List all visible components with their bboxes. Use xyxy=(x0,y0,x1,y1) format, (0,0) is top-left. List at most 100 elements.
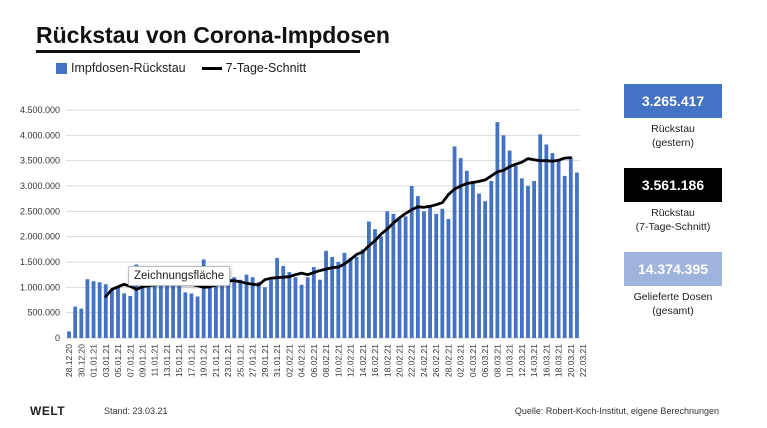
bar xyxy=(366,221,371,338)
x-tick-label: 11.01.21 xyxy=(150,344,160,377)
bar xyxy=(238,279,243,338)
bar xyxy=(281,266,286,338)
title-underline xyxy=(36,50,360,53)
x-tick-label: 22.02.21 xyxy=(407,344,417,377)
bar xyxy=(360,249,365,338)
kpi-backlog-7day-value: 3.561.186 xyxy=(624,168,722,202)
y-tick-label: 2.500.000 xyxy=(20,206,60,216)
x-tick-label: 22.03.21 xyxy=(578,344,588,377)
kpi-backlog-7day-label-text: Rückstau (7-Tage-Schnitt) xyxy=(635,207,711,233)
bar xyxy=(195,296,200,338)
x-tick-label: 05.01.21 xyxy=(113,344,123,377)
bar xyxy=(483,201,488,338)
x-tick-label: 28.12.20 xyxy=(64,344,74,377)
bar xyxy=(354,256,359,338)
bar xyxy=(428,206,432,338)
x-tick-label: 25.01.21 xyxy=(235,344,245,377)
bar xyxy=(183,292,188,338)
y-tick-label: 1.500.000 xyxy=(20,257,60,267)
bar xyxy=(446,218,451,338)
bar xyxy=(171,282,175,338)
bar xyxy=(379,236,384,338)
bar xyxy=(471,180,475,338)
x-tick-label: 18.03.21 xyxy=(554,344,564,377)
legend-line-label: 7-Tage-Schnitt xyxy=(225,61,307,75)
x-tick-label: 21.01.21 xyxy=(211,344,221,377)
bar xyxy=(532,180,537,338)
kpi-delivered-doses-label: Gelieferte Dosen (gesamt) xyxy=(600,290,746,318)
x-tick-label: 07.01.21 xyxy=(125,344,135,377)
kpi-delivered-doses-label-text: Gelieferte Dosen (gesamt) xyxy=(633,291,713,317)
bar xyxy=(507,150,512,338)
kpi-backlog-yesterday-value: 3.265.417 xyxy=(624,84,722,118)
bar xyxy=(311,267,316,338)
bar xyxy=(373,229,377,338)
bar xyxy=(244,274,249,338)
x-tick-label: 16.02.21 xyxy=(370,344,380,377)
x-tick-label: 06.03.21 xyxy=(480,344,490,377)
bar xyxy=(342,252,347,338)
bar xyxy=(207,269,212,338)
footer-source: Quelle: Robert-Koch-Institut, eigene Ber… xyxy=(514,406,719,416)
x-tick-label: 06.02.21 xyxy=(309,344,319,377)
x-tick-label: 15.01.21 xyxy=(174,344,184,377)
bar xyxy=(519,178,524,338)
bar xyxy=(109,289,114,338)
bar xyxy=(330,256,335,338)
welt-logo: WELT xyxy=(30,404,66,418)
x-tick-label: 26.02.21 xyxy=(431,344,441,377)
x-tick-label: 20.03.21 xyxy=(566,344,576,377)
bar xyxy=(409,186,414,338)
bar xyxy=(434,213,439,338)
bar xyxy=(269,279,273,338)
x-tick-label: 28.02.21 xyxy=(443,344,453,377)
bar xyxy=(293,277,298,338)
bar xyxy=(287,272,292,338)
bar xyxy=(422,211,426,338)
bar xyxy=(550,153,555,338)
chart-title: Rückstau von Corona-Impdosen xyxy=(36,22,390,48)
bar xyxy=(128,295,133,338)
x-tick-label: 08.03.21 xyxy=(492,344,502,377)
bar xyxy=(250,277,255,338)
bar xyxy=(464,170,469,338)
bar xyxy=(97,282,102,338)
x-tick-label: 14.03.21 xyxy=(529,344,539,377)
bar xyxy=(152,277,157,338)
bar xyxy=(146,279,151,338)
x-tick-label: 08.02.21 xyxy=(321,344,331,377)
bar xyxy=(477,193,481,338)
x-tick-label: 29.01.21 xyxy=(260,344,270,377)
x-tick-label: 19.01.21 xyxy=(199,344,209,377)
bar xyxy=(575,172,579,338)
bar xyxy=(85,279,90,338)
bar xyxy=(403,216,408,338)
bar xyxy=(214,272,218,338)
x-tick-label: 04.02.21 xyxy=(297,344,307,377)
bar xyxy=(385,211,390,338)
bar xyxy=(501,135,506,338)
x-tick-label: 04.03.21 xyxy=(468,344,478,377)
bar xyxy=(538,134,543,338)
x-tick-label: 31.01.21 xyxy=(272,344,282,377)
kpi-delivered-doses-value: 14.374.395 xyxy=(624,252,722,286)
y-tick-label: 4.000.000 xyxy=(20,130,60,140)
x-tick-label: 14.02.21 xyxy=(358,344,368,377)
bar xyxy=(348,257,353,338)
bar xyxy=(513,165,518,338)
y-tick-label: 3.000.000 xyxy=(20,181,60,191)
bar xyxy=(452,146,457,338)
kpi-backlog-7day-label: Rückstau (7-Tage-Schnitt) xyxy=(600,206,746,234)
x-tick-label: 30.12.20 xyxy=(76,344,86,377)
bar xyxy=(134,264,139,338)
legend-bar-swatch xyxy=(56,62,67,74)
x-tick-label: 23.01.21 xyxy=(223,344,233,377)
bar xyxy=(391,213,396,338)
bar xyxy=(165,284,169,338)
bar xyxy=(103,284,108,338)
x-tick-label: 09.01.21 xyxy=(137,344,147,377)
bar xyxy=(556,160,561,338)
bar xyxy=(440,208,445,338)
x-tick-label: 24.02.21 xyxy=(419,344,429,377)
